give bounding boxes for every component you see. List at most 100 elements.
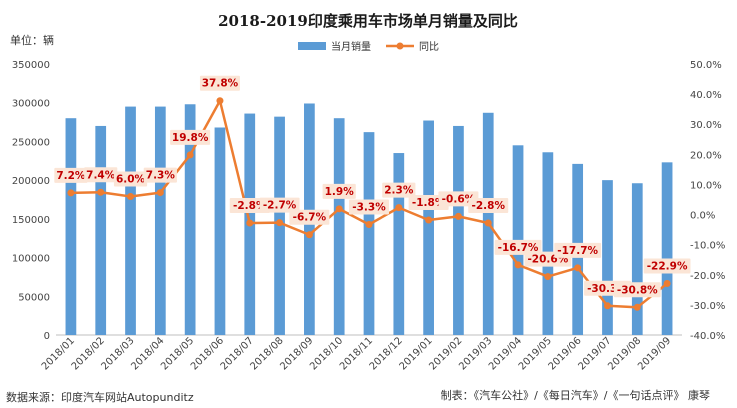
source-note: 数据来源：印度汽车网站Autopunditz [6,390,194,404]
data-label: -2.7% [263,200,297,212]
data-label-box [84,167,118,183]
data-label-box [643,258,691,274]
data-label-box [349,199,389,215]
data-label: -16.7% [498,242,539,254]
data-label-box [494,239,542,255]
y-right-tick: 30.0% [690,120,722,131]
y-right-tick: 0.0% [690,211,715,222]
yoy-point [127,192,135,200]
data-label: -17.7% [557,245,598,257]
data-label: 1.9% [325,186,355,198]
yoy-point [97,188,105,196]
y-right-tick: 40.0% [690,90,722,101]
y-left-tick: 250000 [12,137,50,148]
bar [65,118,77,335]
yoy-point [633,303,641,311]
yoy-point [484,219,492,227]
data-label: -1.8% [412,197,446,209]
data-label: 2.3% [384,185,414,197]
yoy-point [425,216,433,224]
bar [125,106,136,335]
y-left-axis: 0 50000 100000 150000 200000 250000 300000 3500… [12,60,50,342]
bar [184,104,196,336]
data-label-box [554,242,602,258]
yoy-point [216,97,224,105]
y-left-tick: 350000 [12,60,50,71]
unit-label: 单位：辆 [10,33,54,47]
bar [363,132,375,335]
bar [95,125,107,335]
data-label: -3.3% [352,201,386,213]
y-left-tick: 50000 [18,292,50,303]
y-right-tick: 20.0% [690,150,722,161]
data-label-box [54,167,88,183]
y-right-axis: -40.0% -30.0% -20.0% -10.0% 0.0% 10.0% 20.0% 30… [690,60,725,342]
bar [333,118,345,335]
data-label-box [289,209,330,225]
y-right-tick: -30.0% [690,301,725,312]
data-label-box [259,197,300,213]
y-left-tick: 200000 [12,176,50,187]
yoy-point [246,219,254,227]
credit-note: 制表：《汽车公社》/《每日汽车》/《一句话点评》 康琴 [441,388,710,402]
data-label-box [143,167,177,183]
data-label-box [468,197,509,213]
yoy-point [335,205,343,213]
y-right-tick: -40.0% [690,331,725,342]
data-label: -2.8% [471,200,505,212]
yoy-point [276,219,284,227]
legend-bar-label: 当月销量 [331,40,371,53]
data-label-box [322,183,356,199]
bar [214,127,226,336]
bar [154,106,166,335]
y-left-tick: 300000 [12,99,50,110]
data-label: -6.7% [293,212,327,224]
yoy-point [454,212,462,220]
y-right-tick: -10.0% [690,241,725,252]
bar [423,120,434,335]
legend: 当月销量 同比 [298,40,439,53]
data-label-box [613,282,661,298]
yoy-point [186,151,194,159]
bar [393,153,405,335]
bar [661,162,673,335]
data-label: 7.2% [56,170,86,182]
legend-line-marker [396,42,404,50]
bar [453,125,464,335]
y-left-tick: 0 [44,331,50,342]
bar-series [65,103,673,336]
data-label: -2.8% [233,200,267,212]
data-label: 7.3% [146,170,176,182]
y-right-tick: 10.0% [690,180,722,191]
yoy-point [663,280,671,288]
data-label-box [170,129,211,145]
data-label-box [382,182,416,198]
bar [542,152,554,335]
data-label: 19.8% [172,132,209,144]
yoy-point [67,189,75,197]
data-labels: 7.2% 7.4% 6.0% 7.3%19.8%37.8%-2.8%-2.7%-6.7… [54,75,691,298]
data-label: 6.0% [116,173,146,185]
x-axis: 2018/012018/022018/032018/042018/052018/… [40,335,673,372]
yoy-point [574,264,582,272]
data-label: -22.9% [647,261,688,273]
x-tick-label: 2019/09 [636,335,673,372]
data-label-box [113,171,148,187]
yoy-point [603,302,611,310]
legend-bar-swatch [298,42,326,50]
yoy-point [395,204,403,212]
yoy-point [514,261,522,269]
yoy-point [156,189,164,197]
legend-line-label: 同比 [419,41,439,53]
data-label-box [199,75,240,91]
y-right-tick: -20.0% [690,271,725,282]
yoy-point [544,273,552,281]
y-left-tick: 150000 [12,215,50,226]
bar [602,180,613,335]
chart-title: 2018-2019印度乘用车市场单月销量及同比 [218,12,518,30]
bar [631,183,643,335]
data-label: 37.8% [202,78,239,90]
y-left-tick: 100000 [12,254,50,265]
